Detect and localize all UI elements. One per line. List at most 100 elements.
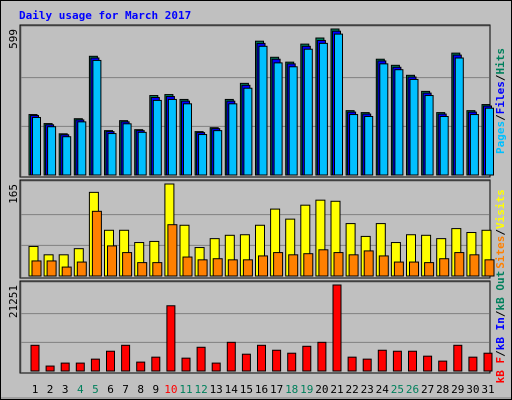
bar [60, 362, 70, 372]
bar [453, 344, 463, 372]
bar [379, 63, 389, 176]
bar [242, 259, 253, 277]
x-tick-label: 15 [240, 383, 253, 396]
bar [107, 133, 117, 176]
bar [75, 362, 85, 372]
x-tick-label: 23 [361, 383, 374, 396]
bar [484, 259, 495, 277]
bar [107, 245, 117, 277]
x-tick-label: 31 [481, 383, 494, 396]
x-tick-label: 13 [210, 383, 223, 396]
bar [363, 250, 374, 277]
bar [439, 116, 449, 176]
bar [228, 103, 238, 176]
x-tick-label: 10 [164, 383, 177, 396]
x-tick-label: 20 [315, 383, 328, 396]
bar [258, 255, 268, 277]
x-tick-label: 7 [122, 383, 129, 396]
legend-entry: Files [494, 81, 507, 114]
bar [77, 121, 87, 176]
x-tick-label: 28 [436, 383, 449, 396]
bar [273, 252, 284, 277]
legend-separator: / [494, 74, 507, 81]
bar [166, 305, 176, 372]
bar [183, 103, 192, 176]
legend: kB F/kB In/kB Out [494, 271, 507, 384]
bar [213, 130, 223, 176]
legend-entry: Hits [494, 48, 507, 75]
y-tick-label: 21251 [7, 285, 20, 318]
x-tick-label: 25 [391, 383, 404, 396]
bar [454, 252, 465, 277]
x-tick-label: 26 [406, 383, 419, 396]
bar [438, 360, 448, 372]
x-tick-label: 14 [225, 383, 239, 396]
bar [121, 344, 131, 372]
bar [61, 266, 72, 277]
bar [46, 260, 57, 277]
x-tick-label: 18 [285, 383, 298, 396]
bar [167, 98, 177, 176]
bar [408, 350, 417, 372]
bar [409, 261, 419, 277]
legend: Pages/Files/Hits [494, 48, 507, 154]
x-tick-label: 1 [32, 383, 39, 396]
bar [392, 350, 402, 372]
bar [196, 346, 206, 372]
bar [347, 356, 357, 372]
bar [45, 365, 55, 372]
bar [32, 116, 41, 176]
x-tick-label: 27 [421, 383, 434, 396]
bar [122, 252, 133, 277]
plot-area [19, 280, 491, 374]
bar [258, 45, 268, 176]
bar [151, 356, 161, 372]
x-tick-label: 29 [451, 383, 464, 396]
bar [288, 254, 299, 277]
bar [349, 114, 359, 176]
bar [241, 353, 251, 372]
chart-title: Daily usage for March 2017 [19, 9, 191, 22]
bar [332, 284, 342, 372]
y-tick-label: 599 [7, 29, 20, 49]
x-tick-label: 2 [47, 383, 54, 396]
x-tick-label: 9 [152, 383, 159, 396]
bar [423, 355, 433, 372]
x-tick-label: 12 [194, 383, 207, 396]
bar [333, 252, 344, 277]
bar [76, 261, 87, 277]
bar [483, 352, 493, 372]
bar [91, 210, 102, 277]
x-tick-label: 5 [92, 383, 99, 396]
bar [106, 350, 115, 372]
bar [454, 57, 464, 176]
bar [62, 136, 72, 176]
bar [152, 262, 163, 277]
bar [348, 254, 359, 277]
bar [424, 95, 434, 176]
x-tick-label: 4 [77, 383, 84, 396]
bar [394, 69, 404, 176]
bar [302, 345, 312, 372]
x-tick-label: 16 [255, 383, 268, 396]
bar [90, 358, 100, 372]
x-tick-label: 17 [270, 383, 283, 396]
bar [317, 341, 327, 372]
x-tick-label: 24 [376, 383, 390, 396]
bar [334, 33, 343, 176]
bar [318, 42, 328, 176]
bar [469, 254, 480, 277]
bar [212, 258, 223, 277]
x-tick-label: 30 [466, 383, 479, 396]
y-tick-label: 165 [7, 184, 20, 204]
x-tick-label: 6 [107, 383, 114, 396]
bar [152, 99, 162, 176]
legend-separator: / [494, 114, 507, 121]
bar [485, 107, 494, 176]
legend-separator: / [494, 310, 507, 317]
bar [468, 356, 478, 372]
bar [439, 258, 450, 277]
bar [31, 260, 42, 277]
bar [287, 352, 297, 372]
